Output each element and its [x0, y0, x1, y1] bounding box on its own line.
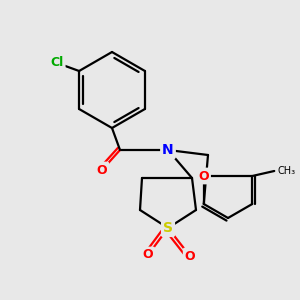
- Text: N: N: [162, 143, 174, 157]
- Text: Cl: Cl: [50, 56, 64, 70]
- Text: CH₃: CH₃: [277, 166, 296, 176]
- Text: O: O: [97, 164, 107, 176]
- Text: O: O: [198, 169, 209, 182]
- Text: O: O: [185, 250, 195, 262]
- Text: S: S: [163, 221, 173, 235]
- Text: O: O: [143, 248, 153, 262]
